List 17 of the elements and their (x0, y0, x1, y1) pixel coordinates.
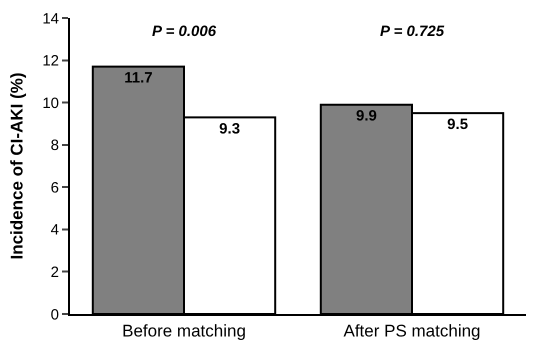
y-tick-label: 0 (50, 306, 59, 324)
data-label: 9.3 (219, 120, 240, 138)
x-tick-label: After PS matching (343, 321, 481, 340)
y-tick-label: 4 (50, 222, 59, 239)
data-label: 9.9 (356, 108, 377, 125)
data-label: 11.7 (124, 70, 153, 87)
y-tick-label: 2 (50, 264, 59, 281)
y-tick-label: 12 (42, 52, 59, 70)
y-axis-title: Incidence of CI-AKI (%) (7, 72, 26, 260)
annotation: P = 0.006 (152, 23, 217, 40)
y-tick-label: 10 (42, 94, 59, 112)
y-tick-label: 6 (50, 179, 59, 196)
y-tick-label: 14 (42, 10, 59, 28)
x-tick-label: Before matching (122, 321, 246, 340)
annotation: P = 0.725 (380, 23, 445, 40)
data-label: 9.5 (447, 116, 468, 134)
y-tick-label: 8 (50, 137, 59, 154)
